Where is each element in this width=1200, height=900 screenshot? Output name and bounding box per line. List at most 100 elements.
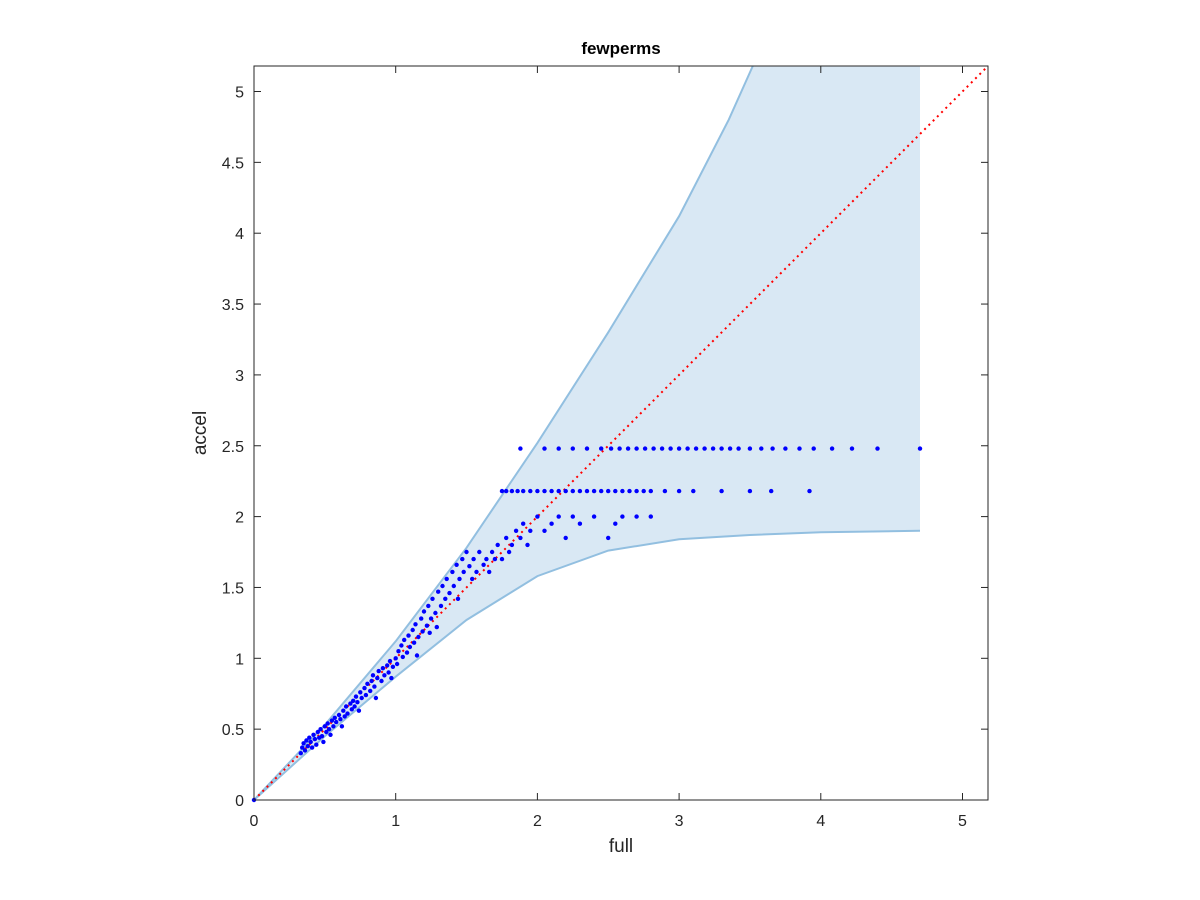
data-point xyxy=(584,446,590,451)
data-point xyxy=(917,446,923,451)
data-point xyxy=(348,701,353,706)
data-point xyxy=(427,630,432,635)
data-point xyxy=(736,446,741,451)
data-point xyxy=(421,609,427,614)
data-point xyxy=(693,446,699,451)
data-point xyxy=(309,745,315,750)
data-point xyxy=(521,488,526,494)
data-point xyxy=(556,514,561,519)
data-point xyxy=(434,624,439,630)
data-point xyxy=(318,727,323,732)
data-point xyxy=(302,748,308,753)
data-point xyxy=(450,569,455,575)
data-point xyxy=(433,610,438,616)
data-point xyxy=(369,678,374,684)
data-point xyxy=(549,488,554,494)
data-point xyxy=(390,664,396,669)
data-point xyxy=(413,622,418,627)
data-point xyxy=(325,721,330,726)
data-point xyxy=(406,633,411,638)
data-point xyxy=(438,603,444,609)
data-point xyxy=(642,446,648,451)
data-point xyxy=(314,742,319,747)
data-point xyxy=(599,446,604,451)
data-point xyxy=(471,556,476,562)
data-point xyxy=(440,583,445,589)
data-point xyxy=(410,627,415,633)
data-point xyxy=(352,704,357,709)
data-point xyxy=(627,488,632,494)
data-point xyxy=(747,446,753,451)
data-point xyxy=(319,734,325,739)
y-tick-label: 5 xyxy=(235,85,244,102)
data-point xyxy=(518,446,523,451)
data-point xyxy=(353,694,359,699)
x-axis-ticks: 0 1 2 3 4 5 xyxy=(250,66,967,830)
data-point xyxy=(613,521,618,526)
data-point xyxy=(470,576,475,582)
data-point xyxy=(338,717,343,722)
data-point xyxy=(515,488,520,494)
x-tick-label: 0 xyxy=(250,813,259,830)
data-point xyxy=(363,692,369,698)
data-point xyxy=(577,521,583,526)
data-point xyxy=(315,729,320,735)
data-point xyxy=(324,729,329,735)
data-point xyxy=(563,488,568,494)
data-point xyxy=(591,514,597,519)
data-point xyxy=(328,732,333,737)
data-point xyxy=(420,629,425,634)
data-point xyxy=(461,569,466,575)
data-point xyxy=(608,446,614,451)
data-point xyxy=(542,446,547,451)
y-axis-ticks: 0 0.5 1 1.5 2 2.5 3 3.5 4 4.5 5 xyxy=(222,85,988,810)
data-point xyxy=(380,666,386,671)
data-point xyxy=(499,556,505,562)
band-lower-edge xyxy=(253,529,921,801)
data-point xyxy=(414,653,420,658)
data-point xyxy=(676,446,682,451)
data-point xyxy=(356,708,362,713)
data-point xyxy=(368,688,373,694)
data-point xyxy=(727,446,733,451)
y-tick-label: 4.5 xyxy=(222,155,244,172)
data-point xyxy=(336,712,342,718)
data-point xyxy=(304,738,309,743)
data-point xyxy=(312,736,318,742)
confidence-band xyxy=(254,66,920,800)
data-point xyxy=(691,488,696,494)
data-point xyxy=(331,724,336,729)
data-point xyxy=(370,673,376,678)
data-point xyxy=(783,446,788,451)
data-point xyxy=(591,488,597,494)
data-point xyxy=(504,535,509,541)
x-tick-label: 3 xyxy=(675,813,684,830)
data-point xyxy=(481,562,486,567)
data-point xyxy=(606,488,611,494)
data-point xyxy=(620,488,625,494)
data-point xyxy=(467,564,472,569)
data-point xyxy=(300,745,305,750)
data-point xyxy=(477,549,482,555)
data-point xyxy=(404,650,410,655)
data-point xyxy=(355,700,360,705)
data-point xyxy=(298,751,303,756)
data-point xyxy=(375,675,380,681)
data-point xyxy=(343,704,349,709)
data-point xyxy=(451,583,456,589)
data-point xyxy=(393,656,398,661)
data-point xyxy=(454,562,459,567)
data-point xyxy=(436,589,441,594)
data-point xyxy=(509,542,515,548)
data-point xyxy=(474,569,479,575)
data-point xyxy=(424,623,430,628)
data-point xyxy=(849,446,855,451)
data-point xyxy=(382,673,387,678)
data-point xyxy=(662,488,668,494)
data-point xyxy=(376,668,381,674)
data-point xyxy=(625,446,631,451)
data-point xyxy=(641,488,646,494)
data-point xyxy=(659,446,665,451)
data-point xyxy=(710,446,716,451)
x-tick-label: 1 xyxy=(391,813,400,830)
